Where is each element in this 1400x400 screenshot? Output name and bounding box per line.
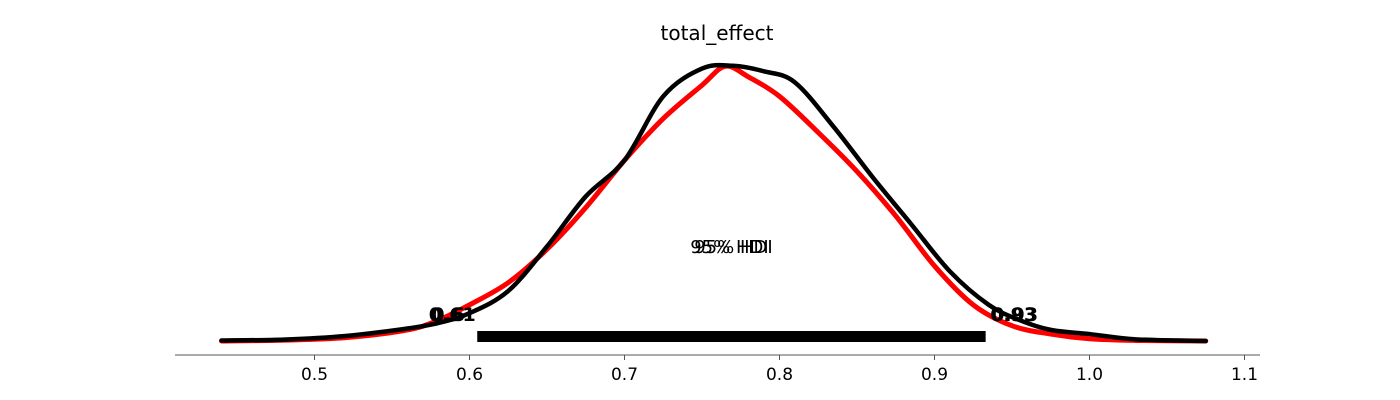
hdi-high-label-a: 0.93 — [990, 304, 1037, 326]
hdi-high-label-b: 0.93 — [991, 304, 1038, 326]
x-tick-label: 1.0 — [1076, 365, 1103, 385]
x-tick-label: 0.9 — [921, 365, 948, 385]
x-tick-label: 0.8 — [766, 365, 793, 385]
density-curves — [219, 62, 1209, 344]
hdi-label-b: 95% HDI — [694, 237, 772, 258]
x-tick-label: 0.6 — [456, 365, 483, 385]
x-tick-label: 1.1 — [1231, 365, 1258, 385]
chart-title: total_effect — [661, 21, 774, 45]
x-tick-label: 0.5 — [301, 365, 328, 385]
hdi-label-a: 95% HDI — [690, 237, 768, 258]
density-curve-2 — [219, 62, 1208, 344]
density-curve-1 — [219, 63, 1209, 344]
hdi-low-label-a: 0.6 — [431, 304, 465, 326]
hdi-low-label-b: 0.61 — [429, 304, 476, 326]
x-tick-label: 0.7 — [611, 365, 638, 385]
hdi-labels: 95% HDI 95% HDI 0.6 0.61 0.93 0.93 — [429, 237, 1038, 326]
hdi-bar — [477, 331, 986, 342]
x-axis-ticks: 0.5 0.6 0.7 0.8 0.9 1.0 1.1 — [301, 355, 1258, 385]
